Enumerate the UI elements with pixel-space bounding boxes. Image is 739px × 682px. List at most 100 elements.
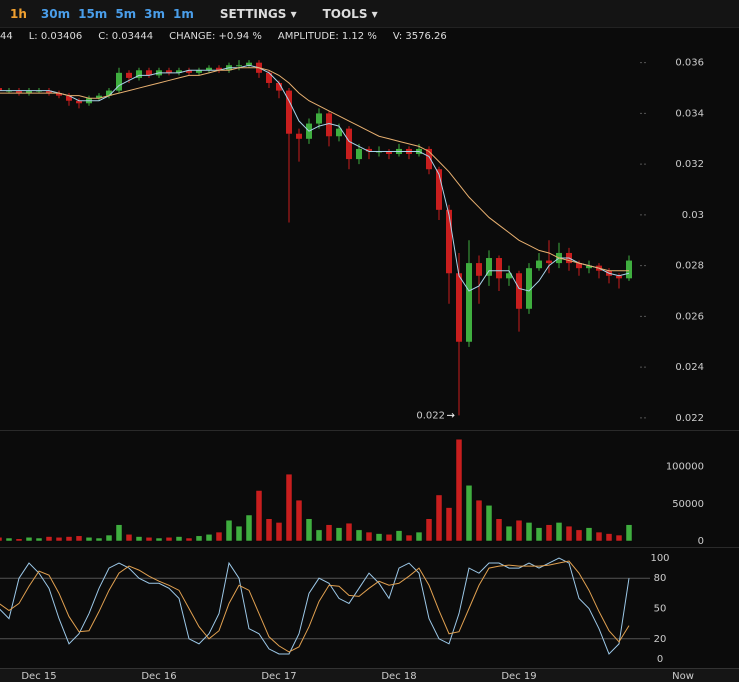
menu-button[interactable]: TOOLS ▾ [322, 6, 378, 21]
candle-body [386, 151, 392, 155]
y-tick-label: 0.028 [675, 261, 704, 272]
volume-bar [445, 507, 453, 542]
volume-bar [225, 519, 233, 542]
candle-body [616, 275, 622, 279]
volume-bar [115, 524, 123, 542]
volume-bar [135, 536, 143, 542]
candle-body [496, 258, 502, 279]
interval-button[interactable]: 30m [40, 6, 71, 21]
y-tick-label: 0.03 [682, 210, 704, 221]
low-arrow [447, 412, 455, 418]
candle-body [46, 90, 52, 94]
candle-body [316, 113, 322, 124]
volume-bar [495, 518, 503, 542]
volume-bar [585, 527, 593, 542]
candle-body [126, 72, 132, 78]
volume-bar [195, 535, 203, 542]
y-tick-label: 50 [654, 604, 667, 615]
y-tick-label: 20 [654, 634, 667, 645]
toolbar: 1h 30m 15m 5m 3m 1m SETTINGS ▾ TOOLS ▾ [0, 0, 739, 28]
volume-bar [535, 527, 543, 542]
volume-bar [365, 531, 373, 542]
volume-bar [175, 536, 183, 542]
interval-button[interactable]: 3m [144, 6, 166, 21]
candle-body [626, 260, 632, 279]
candle-body [326, 113, 332, 137]
volume-bar [485, 505, 493, 542]
candle-body [546, 260, 552, 264]
candle-body [476, 263, 482, 276]
volume-bar [395, 530, 403, 542]
volume-bar [45, 536, 53, 542]
candle-body [466, 263, 472, 342]
candle-body [426, 148, 432, 170]
candle-body [446, 209, 452, 274]
volume-bar [565, 525, 573, 542]
interval-button[interactable]: 1m [173, 6, 194, 21]
candle-body [576, 263, 582, 269]
candle-body [266, 72, 272, 83]
volume-bar [625, 524, 633, 542]
interval-button[interactable]: 15m [78, 6, 108, 21]
volume-bar [475, 499, 483, 542]
candle-body [346, 128, 352, 160]
now-label: Now [672, 671, 694, 682]
x-tick-label: Dec 19 [501, 671, 536, 682]
interval-button[interactable]: 1h [10, 6, 27, 21]
info-field: 44 [0, 31, 13, 42]
y-tick-label: 0.024 [675, 362, 704, 373]
volume-bar [465, 485, 473, 542]
volume-bar [375, 533, 383, 542]
y-tick-label: 0.036 [675, 58, 704, 69]
volume-bar [185, 537, 193, 542]
volume-bar [335, 527, 343, 542]
volume-bar [105, 534, 113, 542]
x-tick-label: Dec 17 [261, 671, 296, 682]
interval-button[interactable]: 5m [115, 6, 137, 21]
volume-bar [505, 525, 513, 542]
volume-bar [255, 490, 263, 542]
info-field: V: 3576.26 [392, 31, 447, 42]
volume-bar [605, 533, 613, 542]
candle-body [56, 93, 62, 96]
candle-body [16, 90, 22, 94]
candle-body [436, 169, 442, 210]
volume-bar [295, 499, 303, 542]
volume-bar [35, 537, 43, 542]
stochastic-line [0, 557, 630, 655]
x-tick-label: Dec 16 [141, 671, 176, 682]
volume-bar [0, 537, 3, 542]
y-tick-label: 0.022 [675, 413, 704, 424]
info-field: L: 0.03406 [28, 31, 83, 42]
info-bar: 44 L: 0.03406 C: 0.03444 CHANGE: +0.94 % AMP… [0, 31, 463, 42]
volume-bar [165, 537, 173, 542]
candle-body [506, 273, 512, 279]
volume-bar [235, 525, 243, 542]
candle-body [66, 95, 72, 101]
candle-body [236, 65, 242, 67]
candle-body [196, 70, 202, 73]
volume-bar [155, 537, 163, 542]
candle-body [176, 70, 182, 73]
y-tick-label: 0.034 [675, 108, 704, 119]
volume-bar [305, 518, 313, 542]
y-tick-label: 100 [650, 553, 669, 564]
volume-bar [525, 522, 533, 542]
candle-body [536, 260, 542, 269]
y-tick-label: 0 [698, 536, 704, 547]
candle-body [136, 70, 142, 78]
candle-body [486, 258, 492, 276]
candle-body [516, 273, 522, 309]
volume-bar [205, 534, 213, 542]
candle-body [456, 273, 462, 342]
volume-bar [425, 518, 433, 542]
candle-body [336, 128, 342, 137]
volume-bar [245, 514, 253, 542]
candle-body [286, 90, 292, 134]
x-tick-label: Dec 15 [21, 671, 56, 682]
menu-button[interactable]: SETTINGS ▾ [219, 6, 297, 21]
volume-bar [435, 494, 443, 542]
volume-bar [545, 524, 553, 542]
candle-body [216, 67, 222, 71]
